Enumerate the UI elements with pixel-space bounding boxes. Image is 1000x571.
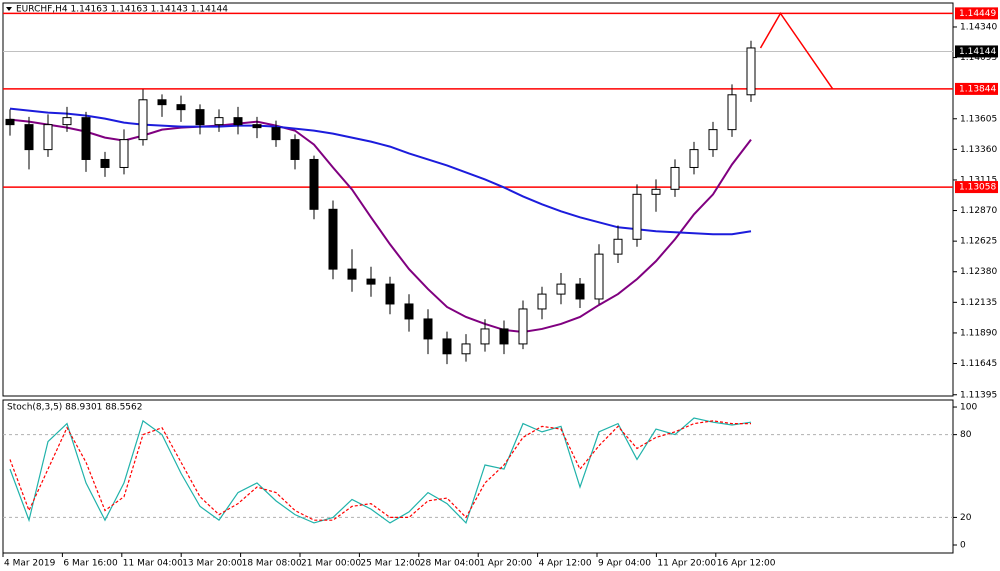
y-tick-label: 1.11395	[960, 390, 997, 400]
stoch-line	[9, 417, 752, 525]
level-label: 1.13058	[959, 183, 996, 193]
current-price-box	[955, 45, 998, 58]
level-label-box	[955, 7, 998, 20]
price-pane	[2, 2, 954, 397]
collapse-icon	[6, 7, 12, 11]
candle-body	[613, 238, 623, 255]
candle-body	[385, 283, 395, 305]
y-tick-label: 1.12135	[960, 298, 997, 308]
y-tick-label: 20	[960, 513, 972, 523]
moving-average	[9, 107, 752, 236]
candle-body	[404, 303, 414, 320]
x-tick-label: 9 Apr 04:00	[598, 559, 651, 569]
candle-body	[271, 127, 281, 141]
candle-body	[708, 129, 718, 151]
candle-body	[480, 328, 490, 345]
candle-body	[119, 139, 129, 168]
candle-body	[328, 208, 338, 270]
y-tick-label: 1.11645	[960, 359, 997, 369]
y-tick-label: 1.14340	[960, 22, 997, 32]
level-label: 1.14449	[959, 9, 996, 19]
x-tick-label: 18 Mar 08:00	[242, 559, 302, 569]
candle-body	[499, 328, 509, 345]
x-tick-label: 25 Mar 12:00	[360, 559, 420, 569]
candle-body	[556, 283, 566, 295]
candle-body	[442, 338, 452, 355]
x-tick-label: 6 Mar 16:00	[63, 559, 118, 569]
candle-body	[347, 268, 357, 280]
level-label-box	[955, 82, 998, 95]
candle-body	[727, 94, 737, 131]
y-tick-label: 80	[960, 430, 972, 440]
y-tick-label: 1.11890	[960, 328, 997, 338]
candle-body	[461, 343, 471, 355]
candle-body	[746, 47, 756, 96]
candle-body	[537, 293, 547, 310]
chart-title: EURCHF,H4 1.14163 1.14163 1.14143 1.1414…	[16, 5, 228, 15]
candle-body	[100, 158, 110, 168]
x-tick-label: 11 Mar 04:00	[123, 559, 183, 569]
x-tick-label: 4 Mar 2019	[4, 559, 56, 569]
indicator-title: Stoch(8,3,5) 88.9301 88.5562	[7, 403, 142, 413]
x-tick-label: 4 Apr 12:00	[539, 559, 592, 569]
candle-body	[423, 318, 433, 340]
candle-body	[575, 283, 585, 300]
candle-body	[138, 99, 148, 141]
candle-body	[670, 166, 680, 190]
candle-body	[43, 124, 53, 151]
candle-body	[157, 99, 167, 106]
current-price-label: 1.14144	[959, 47, 996, 57]
y-tick-label: 100	[960, 403, 977, 413]
candle-body	[290, 139, 300, 160]
candle-body	[81, 117, 91, 160]
y-tick-label: 1.13115	[960, 175, 997, 185]
candle-body	[233, 117, 243, 126]
candle-body	[689, 149, 699, 168]
y-tick-label: 1.12870	[960, 206, 997, 216]
candle-body	[594, 253, 604, 300]
y-tick-label: 1.12625	[960, 237, 997, 247]
x-tick-label: 11 Apr 20:00	[657, 559, 716, 569]
x-tick-label: 28 Mar 04:00	[420, 559, 480, 569]
stoch-line	[9, 420, 751, 521]
x-tick-label: 16 Apr 12:00	[717, 559, 776, 569]
candle-body	[5, 118, 15, 126]
candle-body	[195, 109, 205, 126]
candle-body	[309, 158, 319, 210]
projection-line	[759, 11, 834, 90]
y-tick-label: 1.12380	[960, 267, 997, 277]
candle-body	[252, 124, 262, 129]
candle-body	[62, 117, 72, 126]
candle-body	[24, 124, 34, 151]
candle-body	[214, 117, 224, 126]
y-tick-label: 1.13360	[960, 145, 997, 155]
y-tick-label: 0	[960, 540, 966, 550]
x-tick-label: 1 Apr 20:00	[479, 559, 532, 569]
candle-body	[518, 308, 528, 345]
y-tick-label: 1.13605	[960, 114, 997, 124]
y-tick-label: 1.14095	[960, 53, 997, 63]
candle-body	[176, 104, 186, 111]
x-tick-label: 13 Mar 20:00	[182, 559, 242, 569]
candle-body	[651, 188, 661, 195]
level-label: 1.13844	[959, 84, 996, 94]
candle-body	[632, 193, 642, 240]
candle-body	[366, 278, 376, 285]
moving-average	[9, 118, 752, 333]
level-label-box	[955, 181, 998, 194]
x-tick-label: 21 Mar 00:00	[301, 559, 361, 569]
